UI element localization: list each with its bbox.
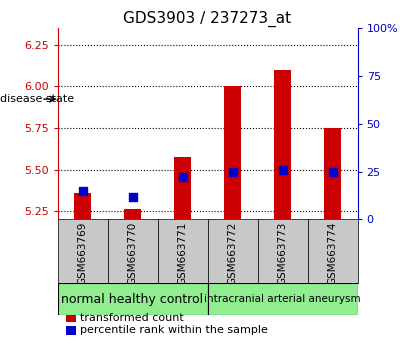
Bar — [157, 219, 208, 283]
Bar — [208, 219, 258, 283]
Bar — [66, 313, 76, 322]
Point — [179, 175, 186, 180]
Text: disease state: disease state — [0, 94, 74, 104]
Point — [129, 194, 136, 199]
Bar — [307, 219, 358, 283]
Bar — [74, 193, 91, 219]
Text: percentile rank within the sample: percentile rank within the sample — [80, 325, 268, 335]
Text: GSM663771: GSM663771 — [178, 221, 187, 285]
Bar — [58, 283, 208, 315]
Text: GSM663774: GSM663774 — [328, 221, 337, 285]
Text: GSM663770: GSM663770 — [127, 221, 138, 285]
Bar — [258, 219, 307, 283]
Point — [79, 188, 86, 194]
Bar — [208, 283, 358, 315]
Point — [329, 169, 336, 175]
Bar — [224, 86, 241, 219]
Title: GDS3903 / 237273_at: GDS3903 / 237273_at — [123, 11, 292, 27]
Point — [229, 169, 236, 175]
Bar — [66, 326, 76, 335]
Bar — [174, 157, 191, 219]
Text: normal healthy control: normal healthy control — [62, 293, 203, 306]
Bar — [108, 219, 157, 283]
Text: GSM663772: GSM663772 — [228, 221, 238, 285]
Bar — [58, 219, 108, 283]
Bar — [274, 70, 291, 219]
Point — [279, 167, 286, 173]
Bar — [124, 209, 141, 219]
Text: transformed count: transformed count — [80, 313, 184, 322]
Bar — [324, 128, 341, 219]
Text: intracranial arterial aneurysm: intracranial arterial aneurysm — [204, 294, 361, 304]
Text: GSM663769: GSM663769 — [78, 221, 88, 285]
Text: GSM663773: GSM663773 — [277, 221, 288, 285]
